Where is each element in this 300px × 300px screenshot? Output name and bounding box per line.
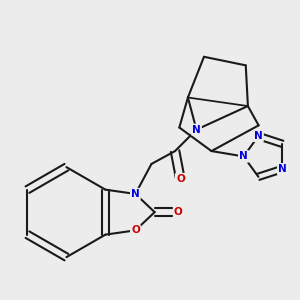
Text: N: N	[192, 124, 201, 135]
Text: O: O	[176, 174, 185, 184]
Text: N: N	[131, 189, 140, 199]
Text: N: N	[239, 152, 248, 161]
Text: N: N	[254, 131, 263, 141]
Text: O: O	[131, 225, 140, 236]
Text: N: N	[239, 152, 248, 161]
Text: N: N	[278, 164, 287, 174]
Text: O: O	[174, 207, 183, 217]
